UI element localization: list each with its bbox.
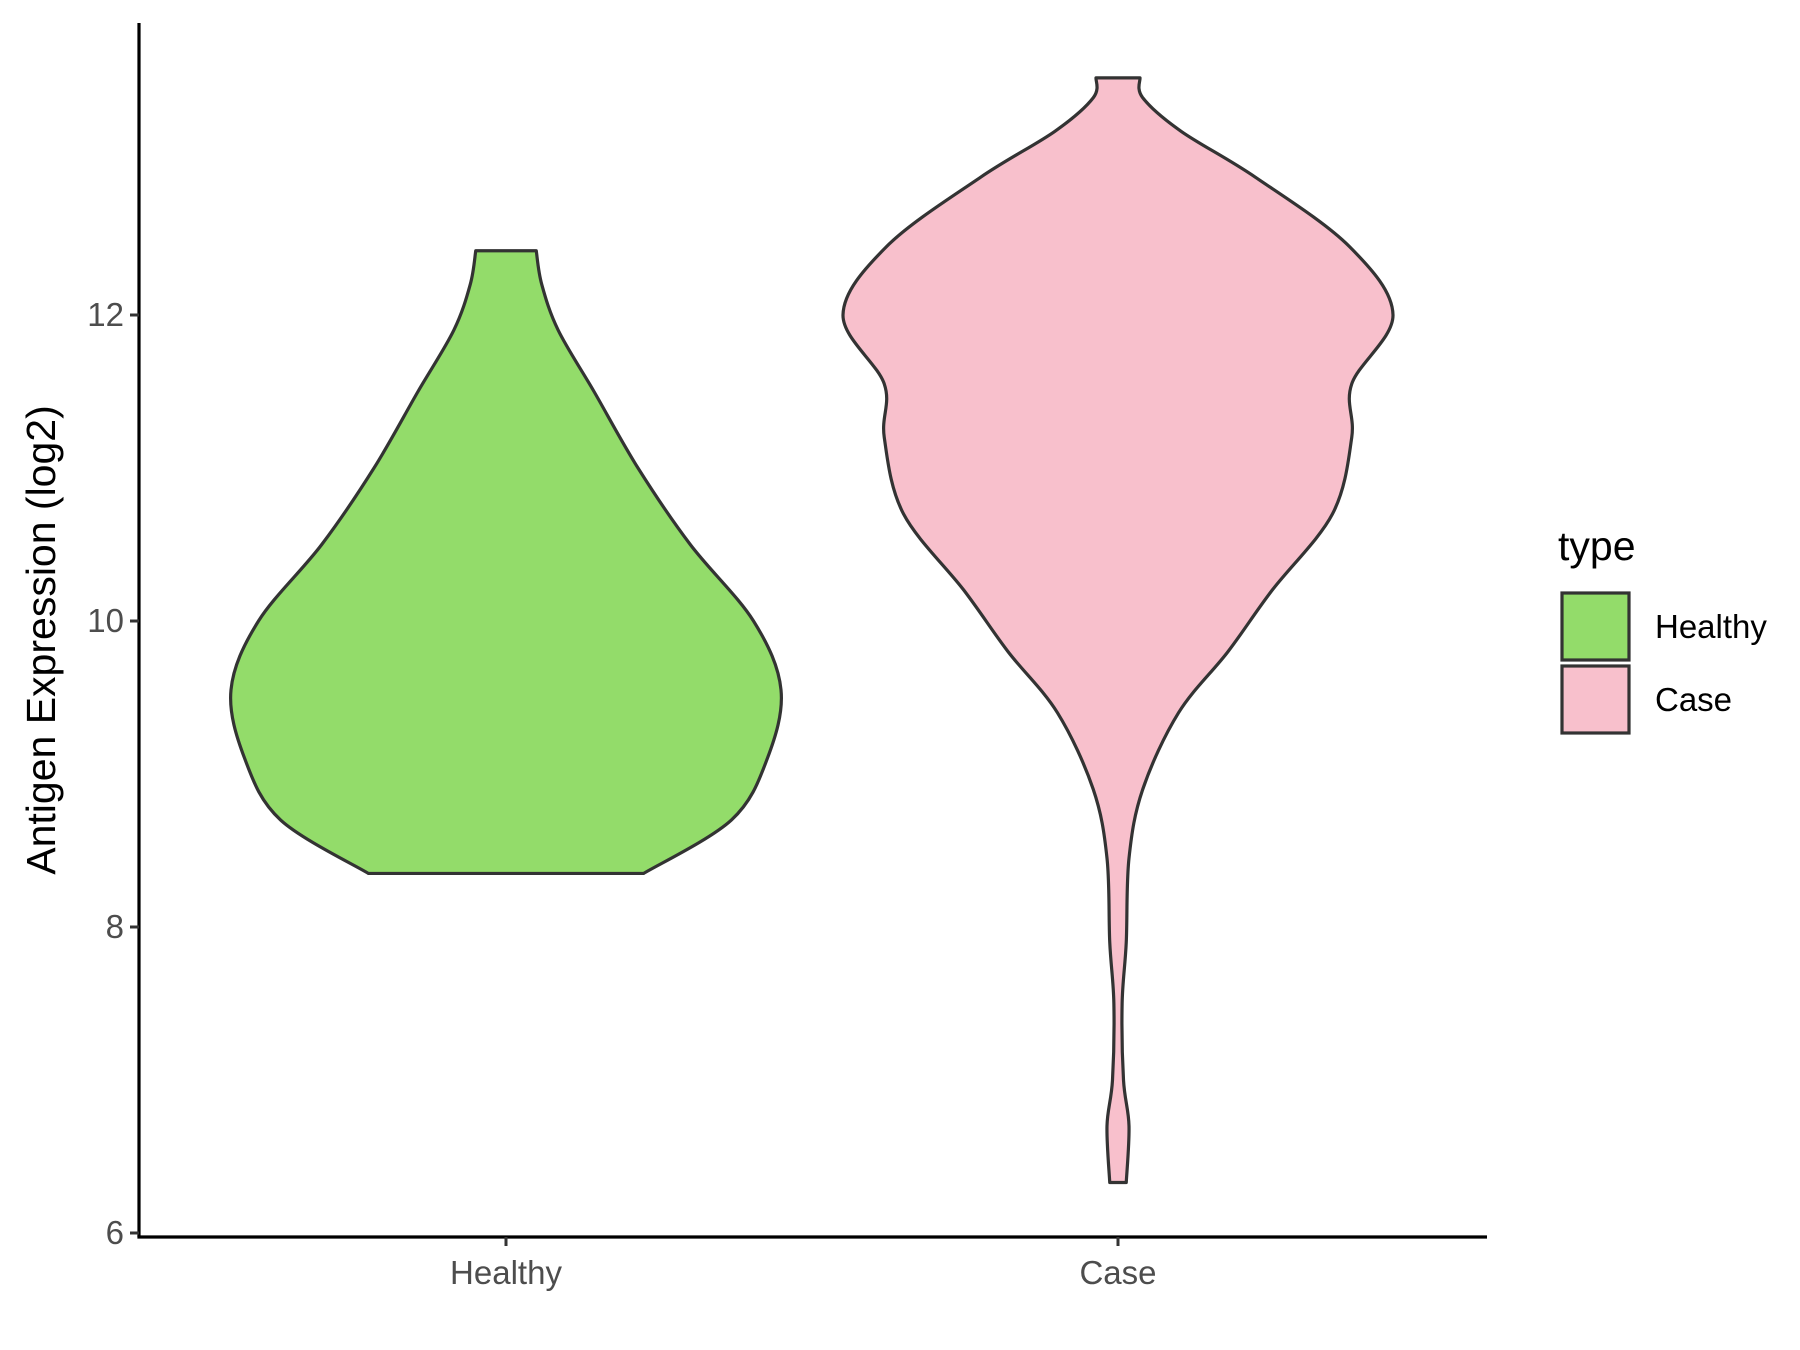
x-tick-label-healthy: Healthy	[450, 1254, 562, 1291]
legend-key-case	[1560, 664, 1631, 735]
y-tick-label: 12	[87, 296, 124, 333]
legend: type Healthy Case	[1558, 523, 1767, 735]
legend-label-case: Case	[1655, 681, 1732, 718]
legend-title: type	[1558, 523, 1636, 569]
violin-layer	[228, 76, 1395, 1185]
legend-label-healthy: Healthy	[1655, 608, 1767, 645]
y-axis-title: Antigen Expression (log2)	[18, 405, 64, 874]
violin-case	[841, 76, 1395, 1185]
x-tick-label-case: Case	[1079, 1254, 1156, 1291]
violin-healthy	[228, 249, 784, 876]
legend-key-healthy	[1560, 591, 1631, 662]
y-tick-label: 10	[87, 602, 124, 639]
y-tick-label: 8	[106, 908, 124, 945]
axes-layer: 6 8 10 12 Healthy Case	[87, 23, 1487, 1291]
y-tick-label: 6	[106, 1214, 124, 1251]
